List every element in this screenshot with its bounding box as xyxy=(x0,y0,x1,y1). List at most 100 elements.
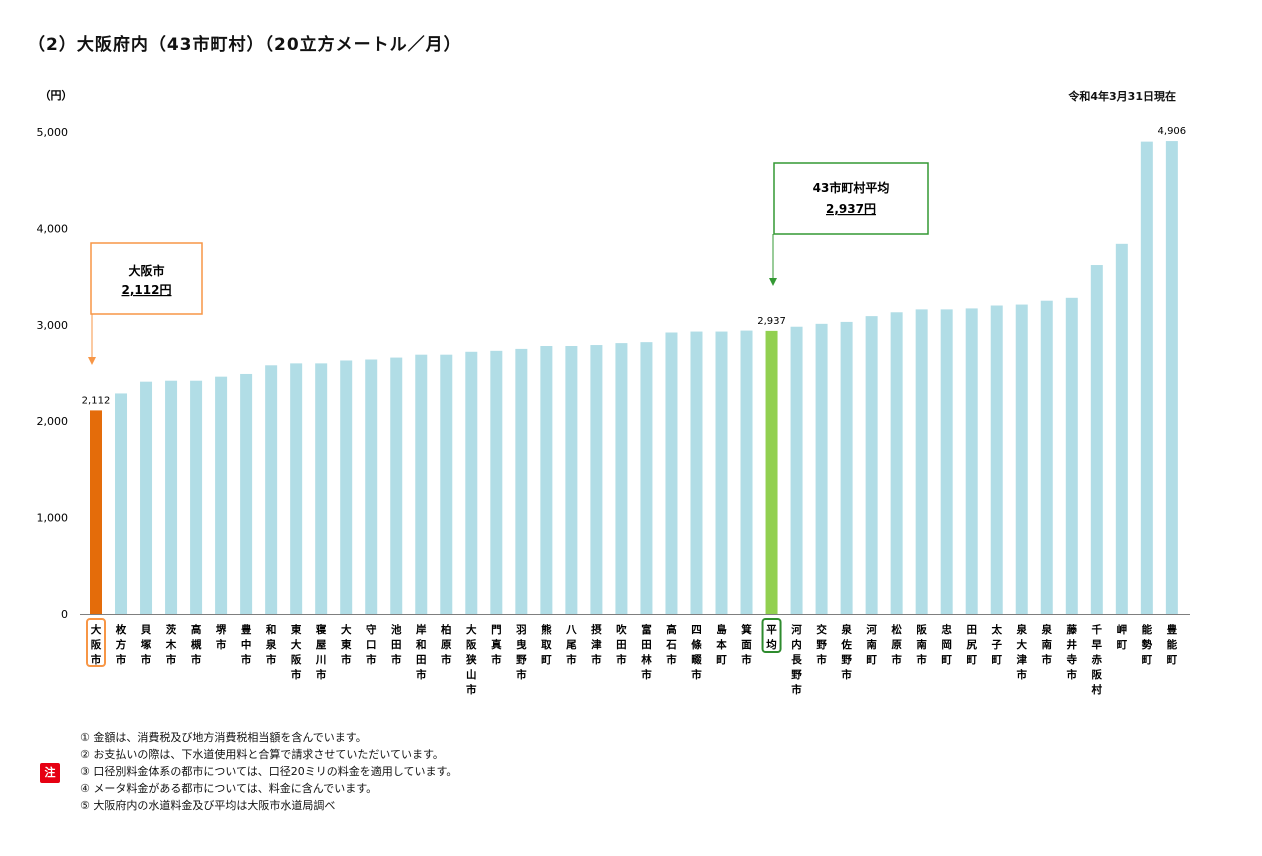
category-label: 熊取町 xyxy=(541,623,552,666)
bar xyxy=(90,410,102,614)
note-item: ② お支払いの際は、下水道使用料と合算で請求させていただいています。 xyxy=(80,748,444,761)
bar xyxy=(565,346,578,614)
category-char: 市 xyxy=(316,668,327,681)
category-char: 忠 xyxy=(941,623,952,636)
category-char: 野 xyxy=(841,654,852,666)
category-char: 貝 xyxy=(141,624,152,636)
category-char: 市 xyxy=(516,668,527,681)
category-char: 町 xyxy=(966,654,977,666)
category-char: 大 xyxy=(1016,638,1027,651)
category-char: 高 xyxy=(191,623,202,636)
category-char: 町 xyxy=(866,654,877,666)
page-title: （2）大阪府内（43市町村）（20立方メートル／月） xyxy=(28,35,462,55)
category-char: 畷 xyxy=(691,653,702,666)
average-callout-value: 2,937円 xyxy=(826,202,876,216)
category-char: 市 xyxy=(916,653,927,666)
category-char: 取 xyxy=(541,639,552,651)
y-tick-label: 1,000 xyxy=(37,512,69,525)
average-callout-title: 43市町村平均 xyxy=(813,180,890,195)
category-label: 能勢町 xyxy=(1142,623,1153,666)
category-char: 田 xyxy=(416,654,427,666)
category-char: 原 xyxy=(441,639,452,651)
category-char: 大 xyxy=(466,623,477,636)
category-char: 南 xyxy=(916,638,927,651)
category-char: 河 xyxy=(791,624,802,636)
category-char: 大 xyxy=(341,623,352,636)
category-label: 太子町 xyxy=(990,623,1002,666)
category-char: 市 xyxy=(241,653,252,666)
category-label: 堺市 xyxy=(216,623,227,651)
category-char: 市 xyxy=(216,638,227,651)
category-label: 高槻市 xyxy=(191,623,202,666)
category-char: 枚 xyxy=(116,623,127,636)
category-char: 槻 xyxy=(191,638,202,651)
category-char: 岡 xyxy=(941,639,952,651)
bar xyxy=(1015,304,1028,614)
category-char: 泉 xyxy=(840,623,852,636)
category-char: 市 xyxy=(666,653,677,666)
category-char: 市 xyxy=(116,653,127,666)
category-char: 市 xyxy=(166,653,177,666)
bar xyxy=(540,346,553,614)
category-char: 町 xyxy=(991,654,1002,666)
category-label: 八尾市 xyxy=(565,624,577,666)
category-char: 市 xyxy=(1067,668,1078,681)
bars: 2,112 2,937 4,906 xyxy=(82,126,1186,615)
category-char: 市 xyxy=(1016,668,1027,681)
category-char: 井 xyxy=(1067,638,1078,651)
category-char: 平 xyxy=(766,624,777,636)
category-char: 交 xyxy=(816,623,827,636)
bar xyxy=(340,360,353,614)
category-char: 四 xyxy=(691,624,702,636)
category-char: 摂 xyxy=(591,623,602,636)
category-char: 長 xyxy=(791,654,802,666)
bar xyxy=(790,326,803,614)
bar xyxy=(940,309,953,614)
category-char: 屋 xyxy=(316,639,327,651)
category-label: 摂津市 xyxy=(591,623,602,666)
bar xyxy=(990,305,1003,614)
category-char: 市 xyxy=(91,653,102,666)
bar-chart: （円） 0 1,000 2,000 3,000 4,000 5,000 2,112 2,937… xyxy=(37,89,1190,696)
category-char: 市 xyxy=(566,653,577,666)
category-char: 面 xyxy=(741,639,752,651)
category-char: 市 xyxy=(266,653,277,666)
as-of-date: 令和4年3月31日現在 xyxy=(1068,90,1176,103)
y-tick-label: 5,000 xyxy=(37,126,69,139)
category-label: 豊能町 xyxy=(1167,623,1178,666)
average-callout-box xyxy=(773,162,929,235)
category-char: 町 xyxy=(541,654,552,666)
category-char: 島 xyxy=(716,623,727,636)
category-char: 原 xyxy=(891,639,902,651)
category-char: 曳 xyxy=(516,638,527,651)
category-char: 野 xyxy=(816,639,827,651)
category-char: 大 xyxy=(291,638,302,651)
category-label: 島本町 xyxy=(716,623,727,666)
category-char: 中 xyxy=(241,638,252,651)
category-char: 豊 xyxy=(241,623,252,636)
bar xyxy=(915,309,928,614)
category-char: 市 xyxy=(791,683,802,696)
bar xyxy=(290,363,303,614)
data-label: 2,937 xyxy=(757,316,786,327)
callouts: 大阪市 2,112円 43市町村平均 2,937円 xyxy=(88,162,929,365)
category-char: 市 xyxy=(141,653,152,666)
category-char: 東 xyxy=(341,638,352,651)
category-char: 市 xyxy=(341,653,352,666)
category-char: 市 xyxy=(641,668,652,681)
bar xyxy=(815,323,828,614)
y-tick-label: 3,000 xyxy=(37,319,69,332)
bar xyxy=(1140,141,1153,614)
bar xyxy=(1115,243,1128,614)
bar xyxy=(465,351,478,614)
category-char: 尻 xyxy=(966,639,977,651)
category-char: 田 xyxy=(966,624,977,636)
category-char: 藤 xyxy=(1067,623,1078,636)
category-char: 田 xyxy=(616,639,627,651)
category-char: 富 xyxy=(641,623,652,636)
category-char: 市 xyxy=(366,653,377,666)
